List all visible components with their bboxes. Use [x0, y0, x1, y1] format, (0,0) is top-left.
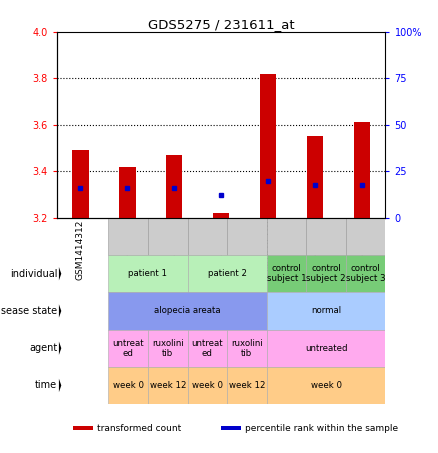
Title: GDS5275 / 231611_at: GDS5275 / 231611_at	[148, 18, 294, 30]
Bar	[166, 155, 183, 218]
Bar	[108, 218, 148, 255]
Bar	[227, 330, 267, 367]
Text: percentile rank within the sample: percentile rank within the sample	[245, 424, 398, 433]
Bar	[221, 426, 241, 430]
Bar	[187, 367, 227, 404]
Bar	[267, 330, 385, 367]
Text: week 0: week 0	[113, 381, 144, 390]
Text: ruxolini
tib: ruxolini tib	[152, 339, 184, 357]
Polygon shape	[59, 379, 61, 392]
Bar	[267, 367, 385, 404]
Text: ruxolini
tib: ruxolini tib	[231, 339, 263, 357]
Polygon shape	[59, 342, 61, 355]
Bar	[187, 218, 227, 255]
Bar	[72, 150, 88, 218]
Bar	[213, 213, 230, 218]
Text: control
subject 2: control subject 2	[306, 265, 346, 283]
Bar	[307, 136, 323, 218]
Bar	[227, 367, 267, 404]
Bar	[187, 330, 227, 367]
Bar	[119, 167, 135, 218]
Text: normal: normal	[311, 307, 341, 315]
Bar	[148, 367, 187, 404]
Bar	[108, 367, 148, 404]
Text: disease state: disease state	[0, 306, 57, 316]
Bar	[267, 292, 385, 330]
Text: time: time	[35, 381, 57, 390]
Bar	[74, 426, 93, 430]
Text: untreated: untreated	[305, 344, 347, 353]
Bar	[354, 122, 370, 218]
Bar	[346, 218, 385, 255]
Text: week 0: week 0	[192, 381, 223, 390]
Polygon shape	[59, 304, 61, 318]
Text: week 0: week 0	[311, 381, 342, 390]
Bar	[346, 255, 385, 292]
Text: transformed count: transformed count	[97, 424, 181, 433]
Bar	[260, 73, 276, 218]
Bar	[187, 255, 267, 292]
Text: untreat
ed: untreat ed	[113, 339, 144, 357]
Bar	[108, 330, 148, 367]
Bar	[306, 255, 346, 292]
Text: week 12: week 12	[149, 381, 186, 390]
Text: week 12: week 12	[229, 381, 265, 390]
Text: agent: agent	[29, 343, 57, 353]
Text: control
subject 3: control subject 3	[346, 265, 385, 283]
Text: individual: individual	[10, 269, 57, 279]
Text: patient 1: patient 1	[128, 269, 167, 278]
Bar	[108, 292, 267, 330]
Text: alopecia areata: alopecia areata	[154, 307, 221, 315]
Text: control
subject 1: control subject 1	[267, 265, 306, 283]
Polygon shape	[59, 267, 61, 280]
Text: untreat
ed: untreat ed	[191, 339, 223, 357]
Bar	[108, 255, 187, 292]
Bar	[227, 218, 267, 255]
Text: patient 2: patient 2	[208, 269, 247, 278]
Bar	[148, 330, 187, 367]
Bar	[306, 218, 346, 255]
Bar	[267, 255, 306, 292]
Bar	[148, 218, 187, 255]
Bar	[267, 218, 306, 255]
